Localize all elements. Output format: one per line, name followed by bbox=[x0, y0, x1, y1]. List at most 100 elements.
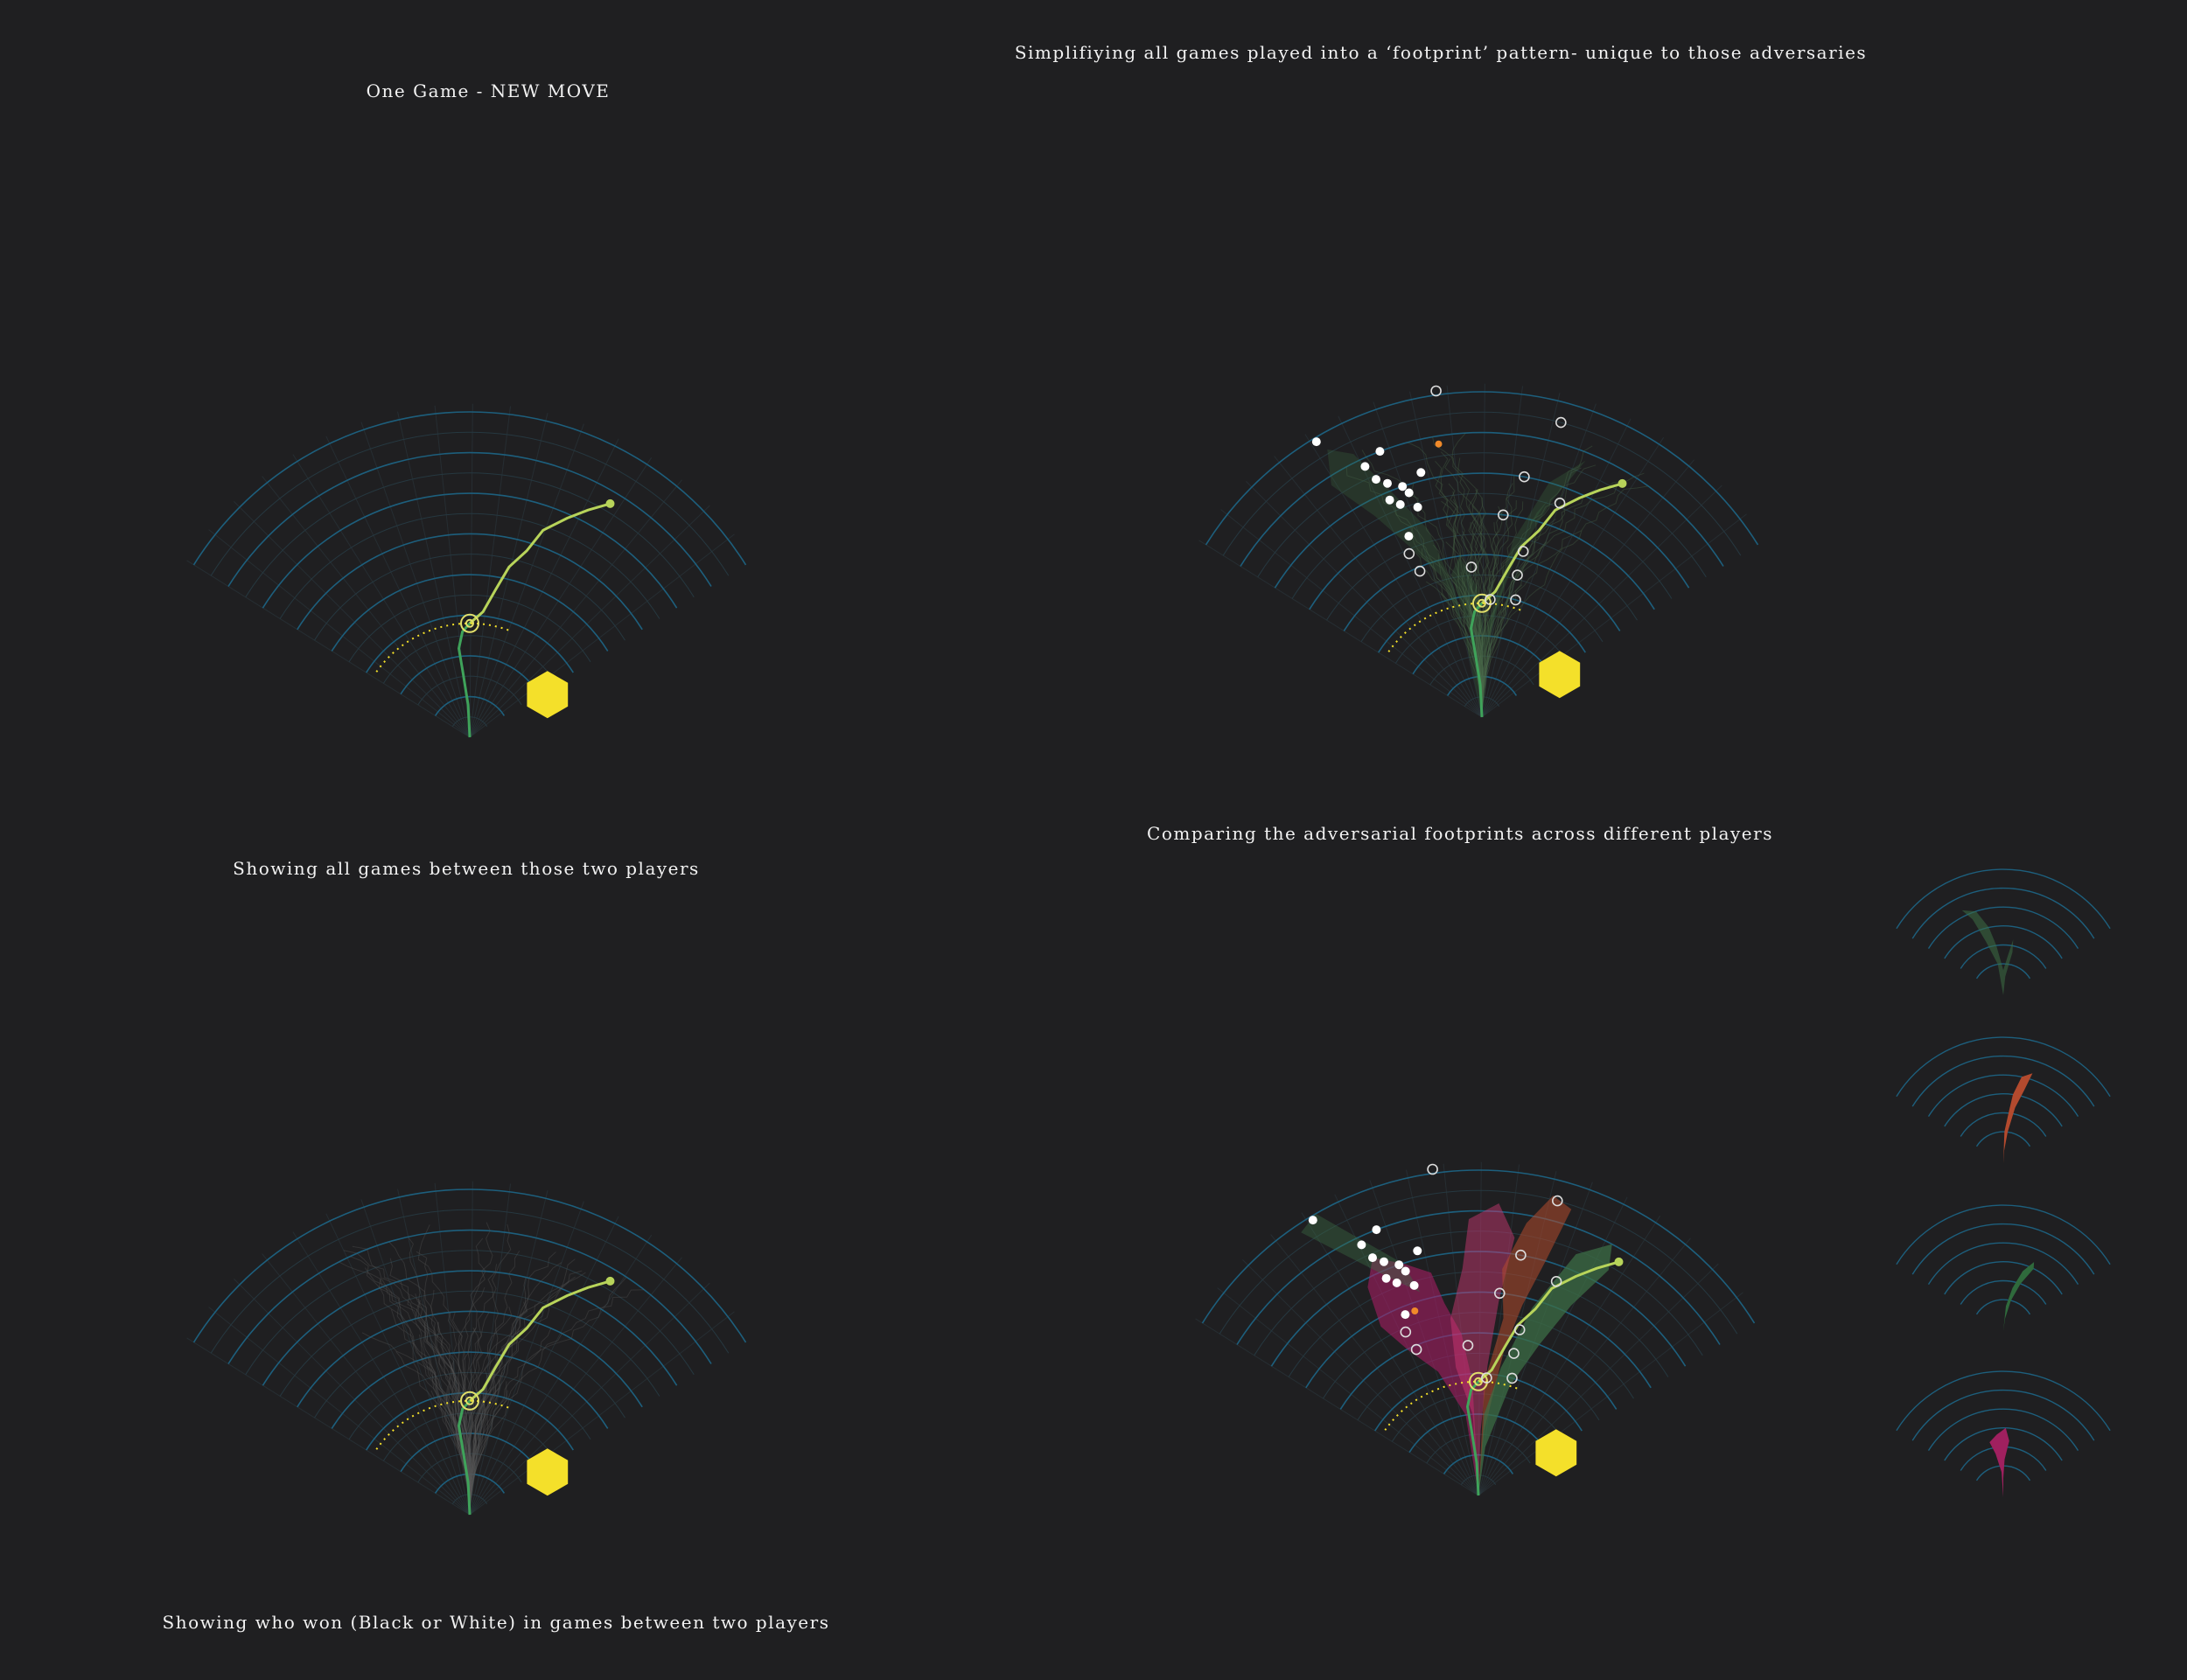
grid-spoke bbox=[1478, 1161, 1482, 1496]
thumbnail-ring bbox=[1911, 1055, 2095, 1107]
win-dot-white bbox=[1395, 499, 1405, 509]
grid-spoke bbox=[262, 476, 471, 738]
thumbnail-footprint-4 bbox=[1896, 1370, 2111, 1497]
background-game-line bbox=[361, 1332, 471, 1515]
background-game-line bbox=[1481, 475, 1515, 718]
win-dot-white bbox=[1308, 1216, 1317, 1225]
grid-spoke bbox=[292, 1231, 471, 1516]
footprint-green-area bbox=[1451, 460, 1586, 717]
hexagon-icon bbox=[527, 671, 569, 719]
grid-ring bbox=[434, 695, 506, 716]
grid-ring-minor bbox=[417, 675, 522, 706]
background-game-line bbox=[469, 1390, 508, 1516]
new-move-badge bbox=[1535, 1429, 1577, 1477]
grid-ring-minor bbox=[382, 635, 557, 684]
thumbnail-ring bbox=[1944, 1093, 2063, 1127]
background-game-line bbox=[469, 1276, 576, 1516]
grid-ring-minor bbox=[1288, 1271, 1669, 1377]
grid-ring bbox=[1305, 1291, 1652, 1389]
grid-spoke bbox=[186, 560, 471, 738]
thumbnail-ring bbox=[1927, 1408, 2079, 1451]
game-end-dot bbox=[1618, 478, 1627, 488]
grid-ring bbox=[1270, 1251, 1687, 1367]
thumbnail-ring bbox=[1927, 1242, 2079, 1285]
new-move-marker bbox=[1469, 1371, 1488, 1391]
game-line-after-novelty bbox=[1478, 1260, 1619, 1383]
background-game-line bbox=[415, 1293, 472, 1516]
win-dot-white bbox=[1368, 1253, 1377, 1263]
game-line-after-novelty bbox=[469, 502, 611, 624]
hexagon-icon bbox=[527, 1448, 569, 1496]
grid-spoke bbox=[1270, 1234, 1479, 1496]
background-game-line bbox=[469, 1381, 507, 1516]
grid-spoke bbox=[1478, 1237, 1691, 1496]
footprint-magenta-area bbox=[1367, 1258, 1478, 1495]
grid-ring-minor bbox=[1219, 1189, 1738, 1335]
win-dot-black bbox=[1403, 547, 1415, 560]
caption-footprint: Simplifiying all games played into a ‘fo… bbox=[1014, 42, 1868, 63]
grid-spoke bbox=[1195, 1318, 1479, 1496]
grid-ring bbox=[1309, 512, 1655, 610]
win-dot-white bbox=[1398, 482, 1408, 491]
grid-spoke bbox=[1217, 1287, 1479, 1496]
win-dot-black bbox=[1515, 1249, 1527, 1261]
game-end-dot bbox=[605, 1276, 615, 1286]
new-move-marker-center bbox=[465, 1396, 474, 1405]
grid-ring-minor bbox=[348, 594, 591, 663]
grid-ring bbox=[1343, 554, 1621, 631]
grid-spoke bbox=[1478, 1215, 1661, 1496]
grid-spoke bbox=[186, 1337, 471, 1516]
hexagon-icon bbox=[1539, 651, 1581, 699]
grid-spoke bbox=[1481, 436, 1665, 718]
grid-spoke bbox=[325, 1213, 471, 1516]
grid-ring-minor bbox=[314, 554, 625, 641]
win-dot-black bbox=[1465, 561, 1478, 573]
grid-spoke bbox=[1481, 386, 1523, 718]
grid-ring-minor bbox=[1394, 615, 1569, 664]
background-game-line bbox=[1481, 523, 1546, 717]
caption-one-game: One Game - NEW MOVE bbox=[366, 80, 611, 101]
background-game-line bbox=[437, 1321, 472, 1516]
background-game-line bbox=[1440, 451, 1483, 718]
grid-spoke bbox=[1373, 401, 1483, 718]
grid-ring bbox=[400, 1433, 540, 1473]
new-move-marker-center bbox=[1474, 1377, 1483, 1386]
new-move-marker bbox=[1472, 593, 1492, 613]
grid-spoke bbox=[469, 1311, 735, 1516]
win-dot-black bbox=[1519, 471, 1530, 483]
background-game-line bbox=[1444, 458, 1484, 717]
grid-ring-minor bbox=[314, 1331, 625, 1419]
thumbnail-ring bbox=[1960, 1279, 2047, 1305]
background-game-line bbox=[469, 1355, 503, 1516]
thumbnail-footprint-area bbox=[2003, 1262, 2035, 1331]
grid-ring bbox=[192, 1189, 747, 1343]
background-game-line bbox=[364, 1267, 471, 1515]
new-move-marker bbox=[460, 1391, 479, 1411]
game-end-dot bbox=[1614, 1257, 1624, 1266]
win-dot-white bbox=[1375, 447, 1385, 457]
grid-spoke bbox=[469, 1216, 619, 1516]
grid-ring bbox=[1443, 1453, 1514, 1474]
grid-spoke bbox=[469, 413, 548, 738]
thumbnail-footprint-1 bbox=[1896, 868, 2111, 995]
grid-ring-minor bbox=[348, 1371, 591, 1440]
grid-ring bbox=[1408, 1413, 1548, 1453]
background-game-line bbox=[1481, 519, 1556, 718]
background-game-line bbox=[1481, 485, 1649, 718]
grid-ring-minor bbox=[1291, 492, 1673, 599]
grid-ring-minor bbox=[1326, 533, 1638, 621]
grid-spoke bbox=[1246, 481, 1483, 718]
win-dot-white bbox=[1380, 1257, 1388, 1266]
background-game-line bbox=[1481, 584, 1523, 718]
footprint-green-sliver bbox=[1301, 1213, 1421, 1293]
background-game-line bbox=[1481, 530, 1540, 718]
background-game-line bbox=[1470, 522, 1491, 718]
grid-spoke bbox=[469, 1234, 653, 1516]
grid-spoke bbox=[1481, 513, 1747, 718]
background-game-line bbox=[1460, 572, 1483, 718]
grid-ring bbox=[331, 574, 609, 652]
grid-spoke bbox=[1301, 1212, 1479, 1496]
grid-ring bbox=[1236, 1209, 1721, 1345]
background-game-line bbox=[1475, 554, 1486, 718]
grid-ring bbox=[227, 451, 712, 587]
